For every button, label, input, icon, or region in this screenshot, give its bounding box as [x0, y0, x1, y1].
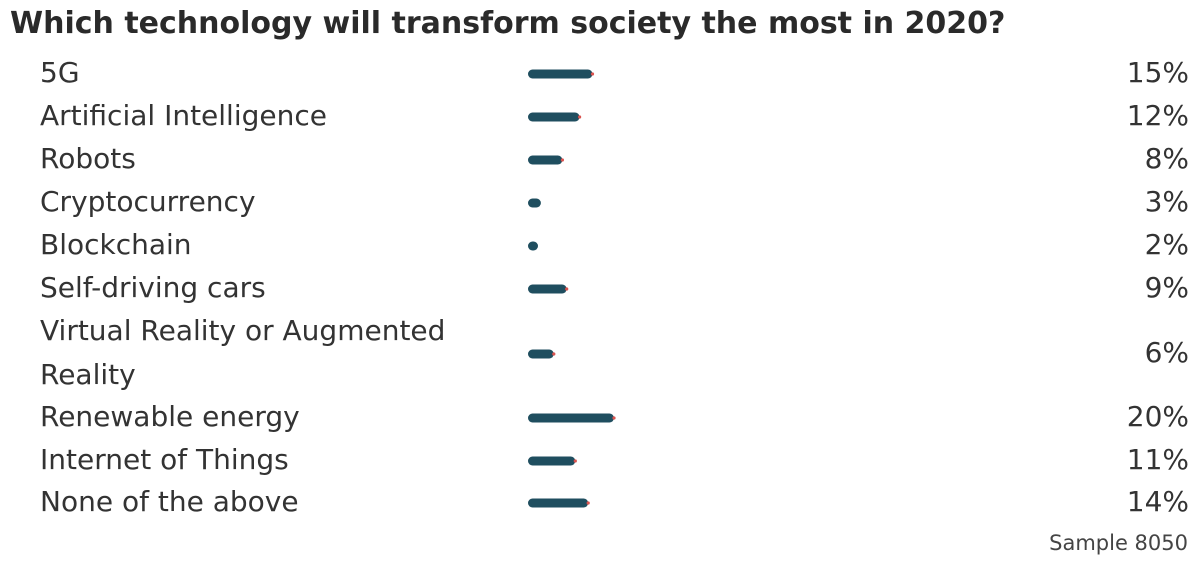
bar [528, 413, 614, 423]
bar-tip [612, 416, 616, 420]
bar-tip [578, 115, 582, 119]
bar [528, 498, 589, 508]
bar [528, 198, 541, 208]
bar [528, 284, 567, 294]
value-label: 15% [1127, 56, 1189, 89]
value-label: 12% [1127, 99, 1189, 132]
category-label: Robots [40, 142, 136, 175]
bar [528, 112, 580, 122]
bar-tip [586, 501, 590, 505]
chart-title: Which technology will transform society … [10, 6, 1006, 41]
category-label: Self-driving cars [40, 271, 266, 304]
bar [528, 155, 563, 165]
bar-tip [590, 72, 595, 76]
value-label: 20% [1127, 400, 1189, 433]
category-label: None of the above [40, 485, 299, 518]
bar [528, 349, 554, 359]
value-label: 9% [1145, 271, 1189, 304]
bar [528, 241, 538, 251]
sample-size-label: Sample 8050 [1049, 531, 1188, 555]
value-label: 14% [1127, 485, 1189, 518]
bar [528, 69, 593, 79]
bar-tip [560, 158, 565, 162]
category-label: Virtual Reality or Augmented Reality [40, 314, 445, 391]
value-label: 8% [1145, 142, 1189, 175]
bar-tip [552, 352, 556, 356]
category-label: Internet of Things [40, 443, 289, 476]
value-label: 11% [1127, 443, 1189, 476]
category-label: Renewable energy [40, 400, 300, 433]
category-label: Blockchain [40, 228, 192, 261]
category-label: 5G [40, 56, 80, 89]
category-label: Cryptocurrency [40, 185, 256, 218]
bar-tip [565, 287, 569, 291]
bar-tip [573, 459, 577, 463]
value-label: 3% [1145, 185, 1189, 218]
value-label: 6% [1145, 336, 1189, 369]
category-label: Artificial Intelligence [40, 99, 327, 132]
bar [528, 456, 576, 466]
value-label: 2% [1145, 228, 1189, 261]
